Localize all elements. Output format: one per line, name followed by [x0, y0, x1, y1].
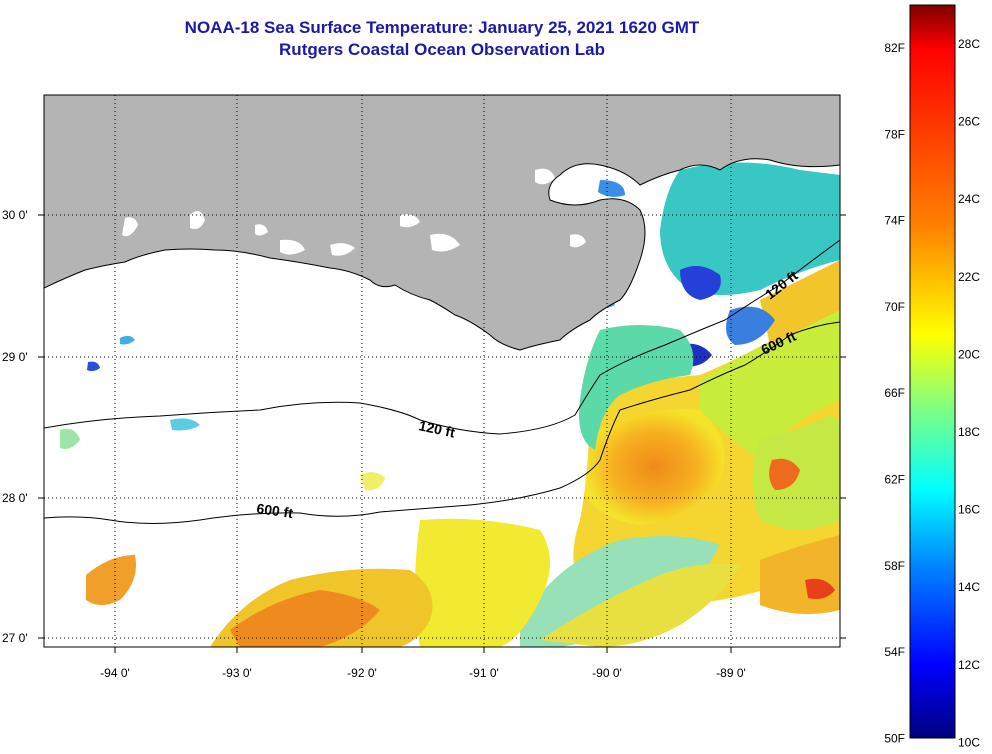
colorbar-c-label: 20C [958, 347, 980, 361]
lat-label-27: 27 0' [2, 631, 28, 645]
map-ticks [38, 214, 846, 653]
title-line-2: Rutgers Coastal Ocean Observation Lab [279, 40, 605, 59]
inland-lakes [122, 168, 586, 256]
colorbar-c-label: 12C [958, 658, 980, 672]
lat-label-29: 29 0' [2, 350, 28, 364]
colorbar-c-label: 26C [958, 115, 980, 129]
colorbar-f-label: 70F [884, 300, 905, 314]
colorbar-f-label: 58F [884, 559, 905, 573]
lon-label-90: -90 0' [592, 666, 622, 680]
lon-label-91: -91 0' [469, 666, 499, 680]
colorbar-f-label: 54F [884, 645, 905, 659]
lon-label-94: -94 0' [100, 666, 130, 680]
colorbar-c-label: 10C [958, 735, 980, 749]
lon-label-92: -92 0' [347, 666, 377, 680]
colorbar-celsius-labels: 28C 26C 24C 22C 20C 18C 16C 14C 12C 10C [958, 37, 980, 749]
colorbar-c-label: 28C [958, 37, 980, 51]
colorbar [909, 4, 956, 739]
lat-label-30: 30 0' [2, 208, 28, 222]
colorbar-f-label: 50F [884, 731, 905, 745]
colorbar-fahrenheit-labels: 82F 78F 74F 70F 66F 62F 58F 54F 50F [884, 41, 905, 745]
isobath-label-600-west: 600 ft [256, 500, 295, 521]
colorbar-c-label: 24C [958, 192, 980, 206]
isobath-120ft [44, 239, 840, 435]
lon-label-89: -89 0' [716, 666, 746, 680]
colorbar-f-label: 82F [884, 41, 905, 55]
map-frame [43, 94, 841, 648]
colorbar-c-label: 22C [958, 270, 980, 284]
isobath-600ft [44, 321, 840, 524]
isobath-label-120-west: 120 ft [417, 417, 456, 440]
colorbar-f-label: 66F [884, 386, 905, 400]
sst-layer [60, 162, 840, 647]
land-mass [44, 95, 840, 351]
title-line-1: NOAA-18 Sea Surface Temperature: January… [184, 18, 700, 37]
colorbar-f-label: 78F [884, 127, 905, 141]
colorbar-c-label: 16C [958, 503, 980, 517]
colorbar-f-label: 62F [884, 473, 905, 487]
lat-label-28: 28 0' [2, 491, 28, 505]
graticule [44, 95, 840, 647]
colorbar-c-label: 18C [958, 425, 980, 439]
colorbar-f-label: 74F [884, 214, 905, 228]
colorbar-c-label: 14C [958, 580, 980, 594]
lon-label-93: -93 0' [222, 666, 252, 680]
